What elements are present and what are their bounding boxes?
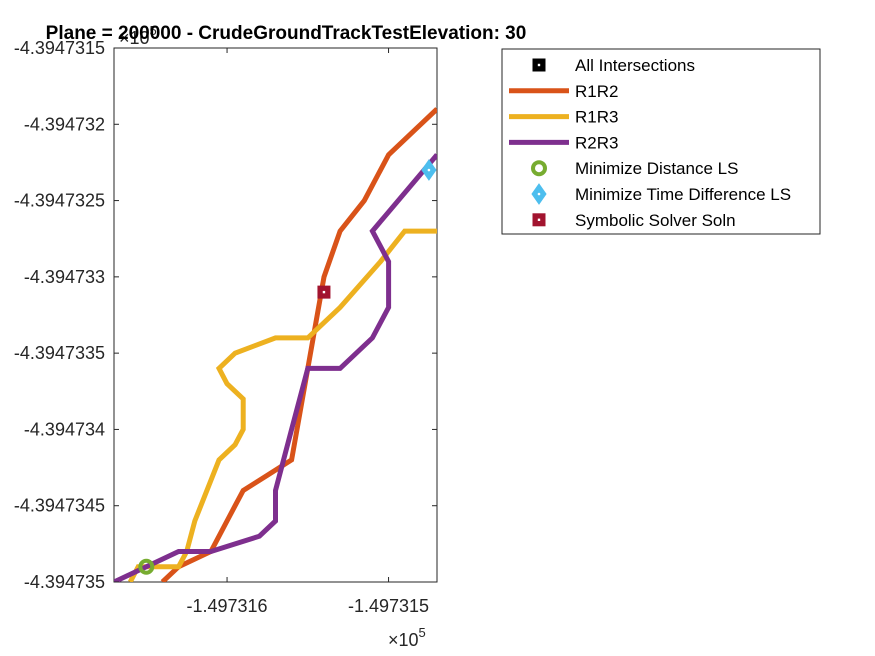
legend-item-minimize-distance-ls[interactable]: Minimize Distance LS <box>531 159 738 178</box>
tick-layer: -1.497316 -1.497315 -4.3947315 -4.394732 -4.… <box>14 38 437 616</box>
legend-item-r1r2[interactable]: R1R2 <box>509 82 618 101</box>
legend-label: Minimize Time Difference LS <box>575 185 791 204</box>
legend[interactable]: All Intersections R1R2 R1R3 R2R3 Minimize Di… <box>501 48 821 235</box>
legend-label: Minimize Distance LS <box>575 159 738 178</box>
y-tick-label: -4.3947315 <box>14 38 105 58</box>
legend-label: R2R3 <box>575 133 618 152</box>
y-tick-label: -4.3947325 <box>14 191 105 211</box>
y-tick-label: -4.3947345 <box>14 496 105 516</box>
legend-label: R1R3 <box>575 108 618 127</box>
marker-layer <box>138 159 437 575</box>
y-tick-label: -4.394735 <box>24 572 105 592</box>
chart-title: Plane = 200000 - CrudeGroundTrackTestEle… <box>46 23 527 44</box>
legend-item-r1r3[interactable]: R1R3 <box>509 108 618 127</box>
series-line-r1r2 <box>160 107 437 582</box>
legend-swatch <box>531 160 547 177</box>
x-tick-label: -1.497316 <box>187 596 268 616</box>
marker-minimize-time-difference-ls <box>421 159 437 181</box>
legend-item-symbolic-solver-soln[interactable]: Symbolic Solver Soln <box>532 211 736 230</box>
series-line-r1r3 <box>127 228 437 582</box>
legend-item-all-intersections[interactable]: All Intersections <box>532 56 695 75</box>
series-layer <box>114 107 437 582</box>
legend-item-minimize-time-difference-ls[interactable]: Minimize Time Difference LS <box>531 183 791 205</box>
legend-label: Symbolic Solver Soln <box>575 211 736 230</box>
legend-label: R1R2 <box>575 82 618 101</box>
legend-label: All Intersections <box>575 56 695 75</box>
legend-swatch <box>531 183 547 205</box>
y-exponent-label: ×105 <box>119 23 157 48</box>
marker-minimize-distance-ls <box>138 558 155 575</box>
legend-item-r2r3[interactable]: R2R3 <box>509 133 618 152</box>
series-line-r2r3 <box>114 153 437 582</box>
y-tick-label: -4.394733 <box>24 267 105 287</box>
x-tick-label: -1.497315 <box>348 596 429 616</box>
y-tick-label: -4.3947335 <box>14 343 105 363</box>
y-tick-label: -4.394734 <box>24 419 105 439</box>
legend-swatch <box>532 58 546 72</box>
marker-symbolic-solver-soln <box>317 285 331 299</box>
legend-swatch <box>532 213 546 227</box>
y-tick-label: -4.394732 <box>24 114 105 134</box>
x-exponent-label: ×105 <box>388 625 426 650</box>
